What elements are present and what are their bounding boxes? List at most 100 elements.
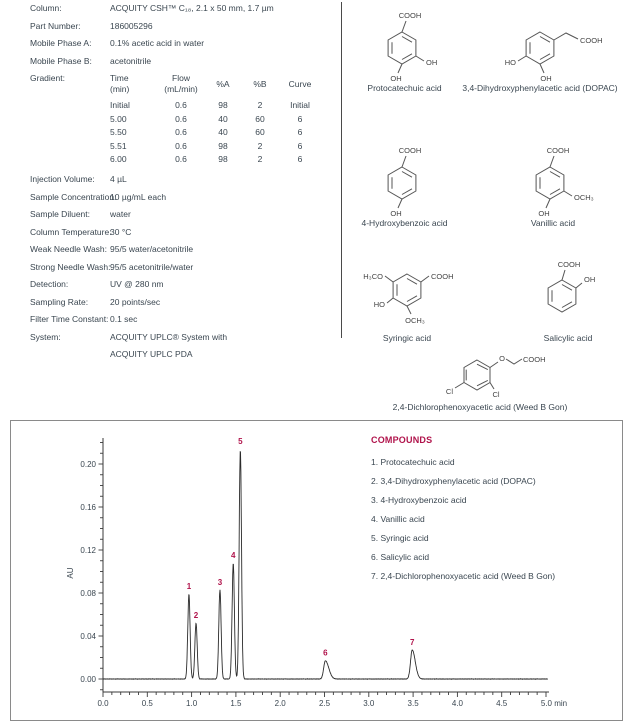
benzene-ring-diagram: O COOH Cl Cl [446,354,546,399]
svg-text:O: O [499,354,505,363]
method-conditions: Column: ACQUITY CSH™ C₁₈, 2.1 x 50 mm, 1… [30,3,335,367]
svg-text:OH: OH [540,74,551,82]
svg-text:0.0: 0.0 [97,699,109,708]
condition-row: Sample Concentration: 10 µg/mL each [30,191,167,202]
benzene-ring-diagram: COOH OCH₃ OH [535,146,594,217]
chromatogram-panel: 0.00 0.04 0.08 0.12 0.16 0.20 0.0 0.5 1.0 1.5 2.0 2… [10,420,623,721]
svg-text:3: 3 [218,578,223,587]
gradient-table-row: Initial 0.6 98 2 Initial [110,100,310,110]
condition-row: Filter Time Constant: 0.1 sec [30,314,138,324]
gradient-row: Gradient: Time (min) Flow (mL/min) %A %B C… [30,73,335,168]
svg-text:2.5: 2.5 [319,699,331,708]
svg-text:3.0: 3.0 [363,699,375,708]
structure-caption: 4-Hydroxybenzoic acid [361,218,448,228]
svg-text:OH: OH [584,275,595,284]
svg-text:2: 2 [194,611,199,620]
condition-row: Column: ACQUITY CSH™ C₁₈, 2.1 x 50 mm, 1… [30,3,335,14]
structure-caption: Vanillic acid [530,218,576,228]
svg-text:COOH: COOH [558,260,581,269]
svg-text:0.12: 0.12 [80,546,96,555]
gradient-col-header: Flow (mL/min) [164,73,198,94]
svg-text:COOH: COOH [523,355,546,364]
svg-text:COOH: COOH [399,146,422,155]
condition-row: System: ACQUITY UPLC® System with ACQUIT… [30,331,228,360]
condition-value: acetonitrile [110,55,152,66]
structure-protocatechuic-acid: COOH OH OH Protocatechuic acid [352,2,457,94]
condition-row: Weak Needle Wash: 95/5 water/acetonitrile [30,244,194,254]
gradient-table-row: 5.50 0.6 40 60 6 [110,127,303,137]
svg-text:1: 1 [187,582,192,591]
svg-text:7: 7 [410,638,415,647]
benzene-ring-diagram: COOH OH [387,146,422,217]
structure-vanillic-acid: COOH OCH₃ OH Vanillic acid [498,137,608,229]
svg-text:1.5: 1.5 [230,699,242,708]
svg-text:4: 4 [231,551,236,560]
svg-text:5: 5 [238,437,243,446]
svg-text:0.16: 0.16 [80,503,96,512]
legend-item: 3. 4-Hydroxybenzoic acid [371,495,467,505]
svg-text:0.08: 0.08 [80,589,96,598]
gradient-col-header: %A [216,78,230,89]
structure-caption: 2,4-Dichlorophenoxyacetic acid (Weed B G… [392,402,568,412]
gradient-col-header: %B [253,78,267,89]
legend-item: 7. 2,4-Dichlorophenoxyacetic acid (Weed … [371,571,556,581]
compounds-legend: COMPOUNDS 1. Protocatechuic acid 2. 3,4-… [371,435,616,586]
chromatogram-plot: 0.00 0.04 0.08 0.12 0.16 0.20 0.0 0.5 1.0 1.5 2.0 2… [66,437,567,708]
svg-text:OH: OH [426,58,437,67]
gradient-col-header: Time (min) [110,73,130,94]
svg-text:COOH: COOH [547,146,570,155]
structure-dopac: COOH HO OH 3,4-Dihydroxyphenylacetic aci… [452,2,628,94]
structure-syringic-acid: H₃CO COOH HO OCH₃ Syringic acid [347,250,467,344]
svg-text:Cl: Cl [446,387,453,396]
condition-label: Part Number: [30,20,81,31]
svg-text:0.5: 0.5 [142,699,154,708]
condition-row: Injection Volume: 4 µL [30,174,127,184]
svg-text:COOH: COOH [431,272,454,281]
legend-item: 5. Syringic acid [371,533,429,543]
structure-salicylic-acid: COOH OH Salicylic acid [518,250,618,344]
condition-label: Mobile Phase A: [30,38,92,48]
svg-text:AU: AU [66,567,75,578]
legend-item: 2. 3,4-Dihydroxyphenylacetic acid (DOPAC… [371,476,536,486]
benzene-ring-diagram: COOH OH [547,260,595,313]
svg-text:2.0: 2.0 [275,699,287,708]
svg-text:OCH₃: OCH₃ [405,316,425,325]
gradient-table-row: 5.51 0.6 98 2 6 [110,140,303,151]
gradient-table-row: 5.00 0.6 40 60 6 [110,113,303,124]
benzene-ring-diagram: H₃CO COOH HO OCH₃ [363,272,454,325]
svg-text:COOH: COOH [399,11,422,20]
condition-label: Column: [30,3,62,13]
condition-value: 186005296 [110,20,153,31]
svg-text:0.20: 0.20 [80,460,96,469]
section-divider [341,2,342,338]
svg-text:6: 6 [323,649,328,658]
structure-caption: Syringic acid [382,333,432,343]
svg-text:Cl: Cl [492,390,499,399]
svg-text:HO: HO [505,58,516,67]
condition-row: Detection: UV @ 280 nm [30,279,164,289]
svg-text:OH: OH [538,209,549,217]
benzene-ring-diagram: COOH HO OH [505,31,603,82]
svg-text:0.00: 0.00 [80,675,96,684]
structure-caption: Salicylic acid [543,333,593,343]
compounds-legend-title: COMPOUNDS [371,435,433,445]
gradient-table: Time (min) Flow (mL/min) %A %B Curve Initi… [110,73,335,168]
svg-text:H₃CO: H₃CO [363,272,383,281]
condition-value: 0.1% acetic acid in water [110,38,205,48]
condition-row: Mobile Phase A: 0.1% acetic acid in wate… [30,38,335,49]
legend-item: 1. Protocatechuic acid [371,457,455,467]
condition-label: Gradient: [30,73,65,83]
condition-row: Mobile Phase B: acetonitrile [30,56,335,67]
svg-text:OH: OH [390,74,401,82]
svg-text:OH: OH [390,209,401,217]
benzene-ring-diagram: COOH OH OH [387,11,437,82]
structure-caption: Protocatechuic acid [367,83,442,93]
condition-row: Sampling Rate: 20 points/sec [30,296,161,307]
svg-text:0.04: 0.04 [80,632,96,641]
svg-text:4.5: 4.5 [496,699,508,708]
gradient-col-header: Curve [288,78,312,89]
condition-row: Strong Needle Wash: 95/5 acetonitrile/wat… [30,261,194,272]
condition-row: Part Number: 186005296 [30,21,335,32]
svg-text:HO: HO [374,300,385,309]
